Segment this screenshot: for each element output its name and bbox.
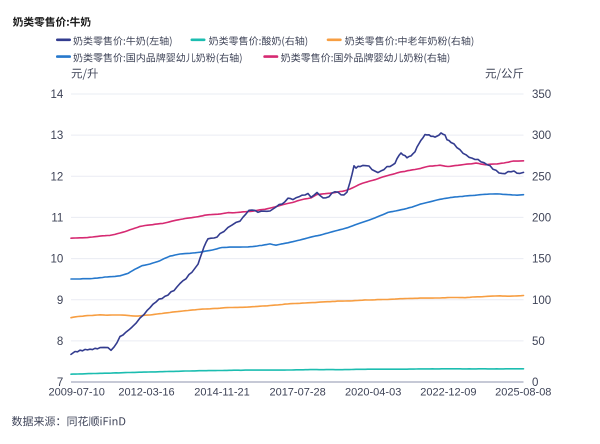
svg-text:14: 14 (51, 89, 64, 101)
svg-text:8: 8 (57, 336, 63, 348)
svg-text:13: 13 (51, 130, 64, 142)
svg-text:350: 350 (532, 89, 551, 101)
svg-text:150: 150 (532, 254, 551, 266)
svg-text:11: 11 (51, 213, 63, 225)
svg-text:2025-08-08: 2025-08-08 (495, 386, 551, 398)
svg-text:2009-07-10: 2009-07-10 (49, 386, 105, 398)
svg-text:250: 250 (532, 171, 551, 183)
svg-text:0: 0 (532, 377, 538, 389)
svg-text:2022-12-09: 2022-12-09 (420, 386, 476, 398)
svg-text:2020-04-03: 2020-04-03 (345, 386, 401, 398)
svg-text:50: 50 (532, 336, 545, 348)
svg-text:7: 7 (57, 377, 63, 389)
svg-text:2017-07-28: 2017-07-28 (269, 386, 325, 398)
svg-text:300: 300 (532, 130, 551, 142)
svg-text:12: 12 (51, 171, 64, 183)
svg-text:9: 9 (57, 295, 63, 307)
svg-text:2014-11-21: 2014-11-21 (194, 386, 249, 398)
svg-text:100: 100 (532, 295, 551, 307)
svg-text:2012-03-16: 2012-03-16 (118, 386, 174, 398)
svg-text:10: 10 (51, 254, 64, 266)
svg-text:200: 200 (532, 213, 551, 225)
